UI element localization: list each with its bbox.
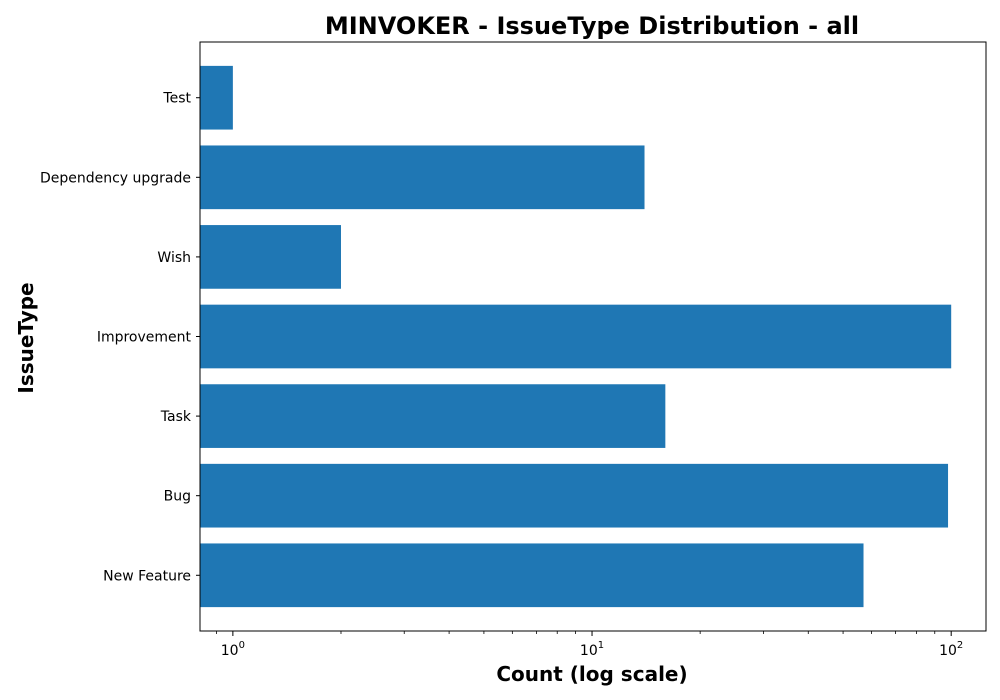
y-tick-label: Task [160,409,192,425]
y-tick-label: Improvement [97,330,192,346]
plot-frame [199,41,987,632]
bar-task [200,384,666,448]
y-tick-label: New Feature [103,568,191,584]
y-axis-label: IssueType [14,282,38,393]
x-tick-label: 102 [939,640,963,659]
bar-wish [200,225,341,289]
x-axis-label: Count (log scale) [496,662,687,686]
x-tick-label: 100 [221,640,245,659]
bar-dependency-upgrade [200,145,645,210]
bar-test [200,65,233,130]
chart-title: MINVOKER - IssueType Distribution - all [325,12,859,40]
y-tick-label: Bug [164,489,191,505]
y-tick-label: Test [162,91,191,107]
bar-new-feature [200,543,864,608]
bars-layer [200,65,952,608]
y-tick-label: Wish [157,250,191,266]
bar-improvement [200,304,952,369]
bar-bug [200,463,949,528]
y-axis-ticks: New Feature Bug Task Improvement Wish Depende… [40,91,200,584]
x-axis-ticks: 100 101 102 [216,631,963,659]
x-tick-label: 101 [580,640,604,659]
y-tick-label: Dependency upgrade [40,170,191,186]
